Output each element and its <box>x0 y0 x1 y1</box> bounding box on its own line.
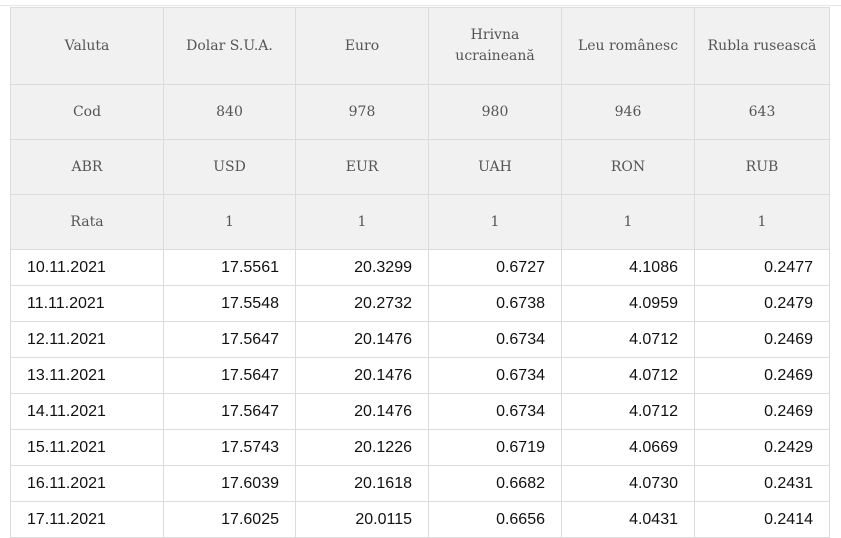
rate-value: 20.1618 <box>295 465 429 502</box>
rate-value: 4.0730 <box>561 465 695 502</box>
rate-value: 0.6727 <box>428 249 562 286</box>
rate-value: 0.6656 <box>428 501 562 538</box>
currency-name-cell: Dolar S.U.A. <box>163 7 296 85</box>
rate-value: 4.1086 <box>561 249 695 286</box>
rate-date: 13.11.2021 <box>10 357 164 394</box>
table-row: 11.11.2021 17.5548 20.2732 0.6738 4.0959… <box>10 285 830 322</box>
rate-value: 4.0669 <box>561 429 695 466</box>
rate-value: 0.2477 <box>694 249 830 286</box>
table-row: 10.11.2021 17.5561 20.3299 0.6727 4.1086… <box>10 249 830 286</box>
rate-value: 4.0431 <box>561 501 695 538</box>
table-row: 15.11.2021 17.5743 20.1226 0.6719 4.0669… <box>10 429 830 466</box>
currency-code: 978 <box>295 84 429 140</box>
rate-value: 0.6734 <box>428 321 562 358</box>
rate-date: 15.11.2021 <box>10 429 164 466</box>
currency-abbreviation: RUB <box>694 139 830 195</box>
currency-name-cell: Euro <box>295 7 429 85</box>
rate-value: 0.2479 <box>694 285 830 322</box>
currency-abbreviation: UAH <box>428 139 562 195</box>
currency-name: Hrivna <box>470 27 520 43</box>
rate-value: 4.0712 <box>561 321 695 358</box>
currency-code: 643 <box>694 84 830 140</box>
currency-name-line2: ucraineană <box>455 48 535 64</box>
currency-code: 980 <box>428 84 562 140</box>
rate-value: 4.0959 <box>561 285 695 322</box>
rate-value: 17.5647 <box>163 357 296 394</box>
rate-value: 17.6039 <box>163 465 296 502</box>
rate-value: 17.6025 <box>163 501 296 538</box>
currency-rate-unit: 1 <box>561 194 695 250</box>
header-row-valuta: Valuta Dolar S.U.A. Euro Hrivna ucrainean… <box>10 7 830 85</box>
rate-value: 17.5647 <box>163 321 296 358</box>
rate-date: 12.11.2021 <box>10 321 164 358</box>
rate-value: 17.5561 <box>163 249 296 286</box>
table-row: 12.11.2021 17.5647 20.1476 0.6734 4.0712… <box>10 321 830 358</box>
currency-name-cell: Hrivna ucraineană <box>428 7 562 85</box>
currency-name: Euro <box>344 37 380 54</box>
rate-value: 0.2469 <box>694 357 830 394</box>
currency-code: 840 <box>163 84 296 140</box>
rate-date: 11.11.2021 <box>10 285 164 322</box>
currency-abbreviation: EUR <box>295 139 429 195</box>
rate-value: 20.1226 <box>295 429 429 466</box>
currency-abbreviation: RON <box>561 139 695 195</box>
table-header: Valuta Dolar S.U.A. Euro Hrivna ucrainean… <box>10 7 830 250</box>
currency-rate-unit: 1 <box>295 194 429 250</box>
currency-abbreviation: USD <box>163 139 296 195</box>
rate-value: 0.2431 <box>694 465 830 502</box>
currency-code: 946 <box>561 84 695 140</box>
rate-value: 20.0115 <box>295 501 429 538</box>
rate-value: 20.1476 <box>295 357 429 394</box>
rate-value: 20.2732 <box>295 285 429 322</box>
rate-value: 0.2414 <box>694 501 830 538</box>
top-divider <box>0 5 841 6</box>
rate-date: 10.11.2021 <box>10 249 164 286</box>
header-label-valuta: Valuta <box>10 7 164 85</box>
rate-value: 0.6734 <box>428 393 562 430</box>
table-row: 17.11.2021 17.6025 20.0115 0.6656 4.0431… <box>10 501 830 538</box>
rate-date: 17.11.2021 <box>10 501 164 538</box>
table-row: 14.11.2021 17.5647 20.1476 0.6734 4.0712… <box>10 393 830 430</box>
header-label-cod: Cod <box>10 84 164 140</box>
currency-rate-unit: 1 <box>163 194 296 250</box>
rate-date: 16.11.2021 <box>10 465 164 502</box>
rate-value: 17.5743 <box>163 429 296 466</box>
currency-name: Rubla rusească <box>707 37 817 54</box>
currency-name-cell: Rubla rusească <box>694 7 830 85</box>
table-row: 13.11.2021 17.5647 20.1476 0.6734 4.0712… <box>10 357 830 394</box>
currency-name-cell: Leu românesc <box>561 7 695 85</box>
rate-value: 0.2469 <box>694 321 830 358</box>
rate-value: 17.5548 <box>163 285 296 322</box>
rate-value: 17.5647 <box>163 393 296 430</box>
rate-value: 0.6738 <box>428 285 562 322</box>
header-row-rata: Rata 1 1 1 1 1 <box>10 194 830 250</box>
exchange-rate-table: Valuta Dolar S.U.A. Euro Hrivna ucrainean… <box>10 7 830 538</box>
currency-name: Leu românesc <box>577 37 679 54</box>
rate-value: 0.2469 <box>694 393 830 430</box>
rate-value: 0.6719 <box>428 429 562 466</box>
header-label-rata: Rata <box>10 194 164 250</box>
currency-rate-unit: 1 <box>694 194 830 250</box>
header-label-abr: ABR <box>10 139 164 195</box>
currency-name: Dolar S.U.A. <box>186 37 273 54</box>
table-body: 10.11.2021 17.5561 20.3299 0.6727 4.1086… <box>10 249 830 538</box>
rate-value: 20.3299 <box>295 249 429 286</box>
rate-value: 0.6682 <box>428 465 562 502</box>
rate-value: 20.1476 <box>295 321 429 358</box>
rate-value: 4.0712 <box>561 357 695 394</box>
rate-value: 0.2429 <box>694 429 830 466</box>
currency-rate-unit: 1 <box>428 194 562 250</box>
rate-value: 20.1476 <box>295 393 429 430</box>
table-row: 16.11.2021 17.6039 20.1618 0.6682 4.0730… <box>10 465 830 502</box>
header-row-cod: Cod 840 978 980 946 643 <box>10 84 830 140</box>
rate-date: 14.11.2021 <box>10 393 164 430</box>
rate-value: 4.0712 <box>561 393 695 430</box>
header-row-abr: ABR USD EUR UAH RON RUB <box>10 139 830 195</box>
rate-value: 0.6734 <box>428 357 562 394</box>
